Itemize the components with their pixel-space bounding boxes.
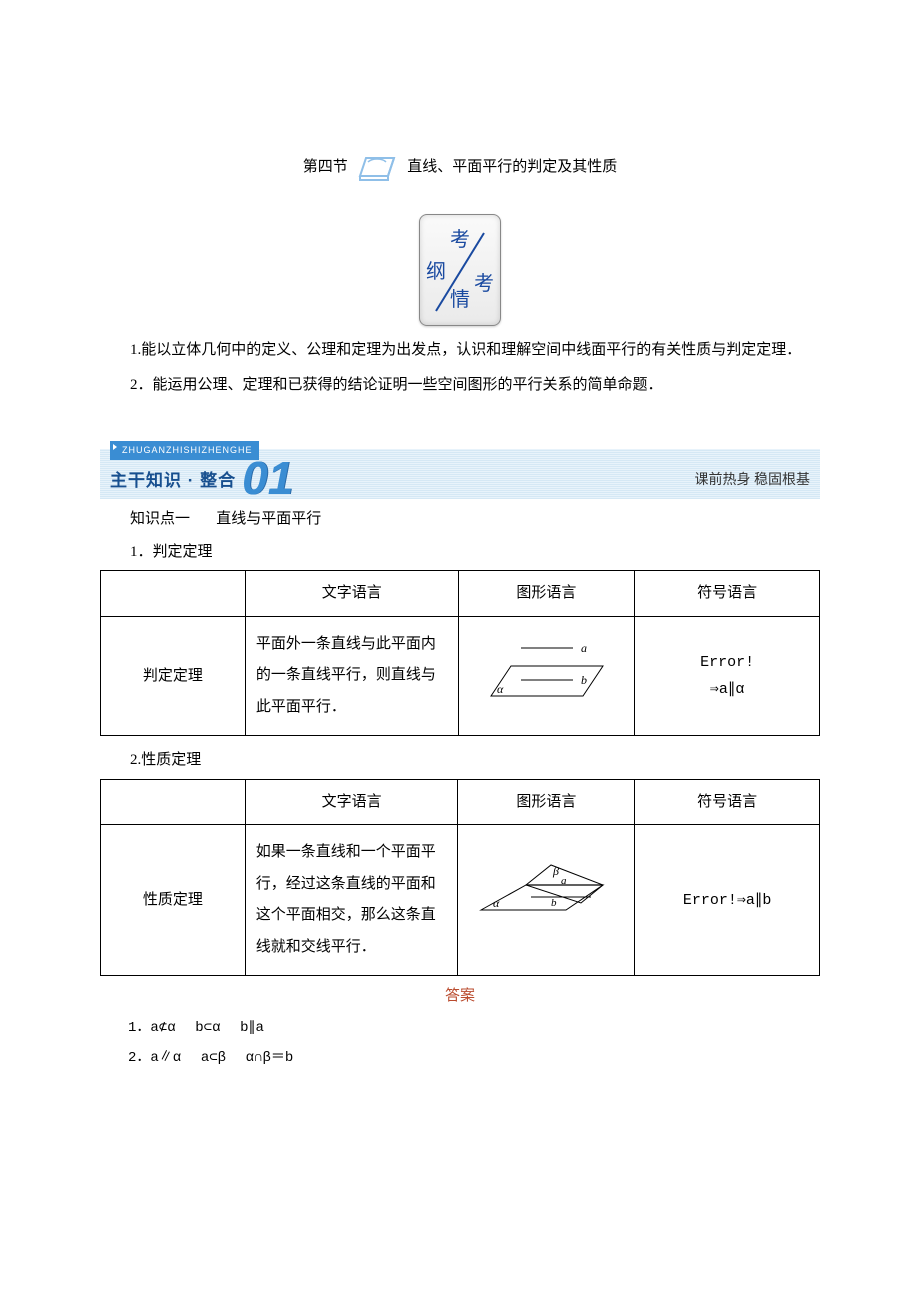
- fig-label-b: b: [581, 673, 587, 687]
- banner-left: 主干知识 · 整合 01: [110, 451, 293, 497]
- knowledge-point-1: 知识点一 直线与平面平行: [100, 505, 820, 534]
- fig-label-alpha: α: [493, 896, 500, 910]
- table-row-label: 性质定理: [101, 825, 246, 976]
- banner-main-text: 主干知识 · 整合: [110, 465, 236, 497]
- table-text-cell: 平面外一条直线与此平面内的一条直线平行，则直线与此平面平行．: [245, 616, 458, 736]
- kaogang-badge: 考 纲 考 情: [419, 214, 501, 326]
- table-row-label: 判定定理: [101, 616, 246, 736]
- table-text-cell: 如果一条直线和一个平面平行，经过这条直线的平面和这个平面相交，那么这条直线就和交…: [245, 825, 458, 976]
- answer-line-1: 1．a⊄α b⊂α b∥a: [100, 1015, 820, 1042]
- fig-label-a: a: [561, 875, 567, 887]
- banner-right-text: 课前热身 稳固根基: [695, 468, 811, 495]
- section-suffix: 直线、平面平行的判定及其性质: [407, 159, 617, 175]
- table-header-text: 文字语言: [245, 571, 458, 617]
- kp1-title: 直线与平面平行: [216, 511, 321, 527]
- table-header-text: 文字语言: [245, 779, 458, 825]
- answer-2-a: a∥α: [150, 1050, 181, 1066]
- table-header-graphic: 图形语言: [458, 571, 634, 617]
- subheading-1: 1．判定定理: [100, 538, 820, 567]
- answer-2-prefix: 2．: [128, 1050, 150, 1066]
- section-title: 第四节 直线、平面平行的判定及其性质: [100, 150, 820, 184]
- table-row: 文字语言 图形语言 符号语言: [101, 779, 820, 825]
- subheading-2: 2.性质定理: [100, 746, 820, 775]
- section-banner: ZHUGANZHISHIZHENGHE 主干知识 · 整合 01 课前热身 稳固…: [100, 449, 820, 499]
- table-row: 判定定理 平面外一条直线与此平面内的一条直线平行，则直线与此平面平行． a b …: [101, 616, 820, 736]
- table-header-symbol: 符号语言: [635, 571, 820, 617]
- answer-1-c: b∥a: [240, 1020, 264, 1036]
- kaogang-char-4: 情: [420, 281, 500, 319]
- book-icon: [356, 150, 400, 184]
- table-row: 性质定理 如果一条直线和一个平面平行，经过这条直线的平面和这个平面相交，那么这条…: [101, 825, 820, 976]
- symbol-line-2: ⇒a∥α: [643, 676, 811, 703]
- table-row: 文字语言 图形语言 符号语言: [101, 571, 820, 617]
- answer-line-2: 2．a∥α a⊂β α∩β＝b: [100, 1045, 820, 1072]
- theorem-table-1: 文字语言 图形语言 符号语言 判定定理 平面外一条直线与此平面内的一条直线平行，…: [100, 570, 820, 736]
- theorem-table-2: 文字语言 图形语言 符号语言 性质定理 如果一条直线和一个平面平行，经过这条直线…: [100, 779, 820, 977]
- table-graphic-cell: α β a b: [458, 825, 635, 976]
- table-header-blank: [101, 779, 246, 825]
- table-header-symbol: 符号语言: [635, 779, 820, 825]
- table-symbol-cell: Error! ⇒a∥α: [635, 616, 820, 736]
- answer-2-b: a⊂β: [201, 1050, 226, 1066]
- fig-label-beta: β: [552, 864, 559, 878]
- table-header-blank: [101, 571, 246, 617]
- banner-number: 01: [242, 455, 293, 501]
- syllabus-item-2: 2．能运用公理、定理和已获得的结论证明一些空间图形的平行关系的简单命题．: [100, 371, 820, 400]
- document-page: 第四节 直线、平面平行的判定及其性质 考 纲 考 情 1.能以立体几何中的定义、…: [0, 0, 920, 1132]
- symbol-line-1: Error!: [643, 649, 811, 676]
- kp1-label: 知识点一: [130, 511, 190, 527]
- section-prefix: 第四节: [303, 159, 348, 175]
- answer-1-a: a⊄α: [150, 1020, 175, 1036]
- syllabus-item-1: 1.能以立体几何中的定义、公理和定理为出发点，认识和理解空间中线面平行的有关性质…: [100, 336, 820, 365]
- answer-heading: 答案: [100, 982, 820, 1011]
- table-graphic-cell: a b α: [458, 616, 634, 736]
- judgement-figure-icon: a b α: [481, 636, 611, 706]
- fig-label-b: b: [551, 897, 557, 909]
- answer-2-c: α∩β＝b: [246, 1050, 294, 1066]
- table-header-graphic: 图形语言: [458, 779, 635, 825]
- answer-1-prefix: 1．: [128, 1020, 150, 1036]
- answer-1-b: b⊂α: [195, 1020, 220, 1036]
- fig-label-a: a: [581, 641, 587, 655]
- table-symbol-cell: Error!⇒a∥b: [635, 825, 820, 976]
- fig-label-alpha: α: [497, 682, 504, 696]
- property-figure-icon: α β a b: [471, 855, 621, 935]
